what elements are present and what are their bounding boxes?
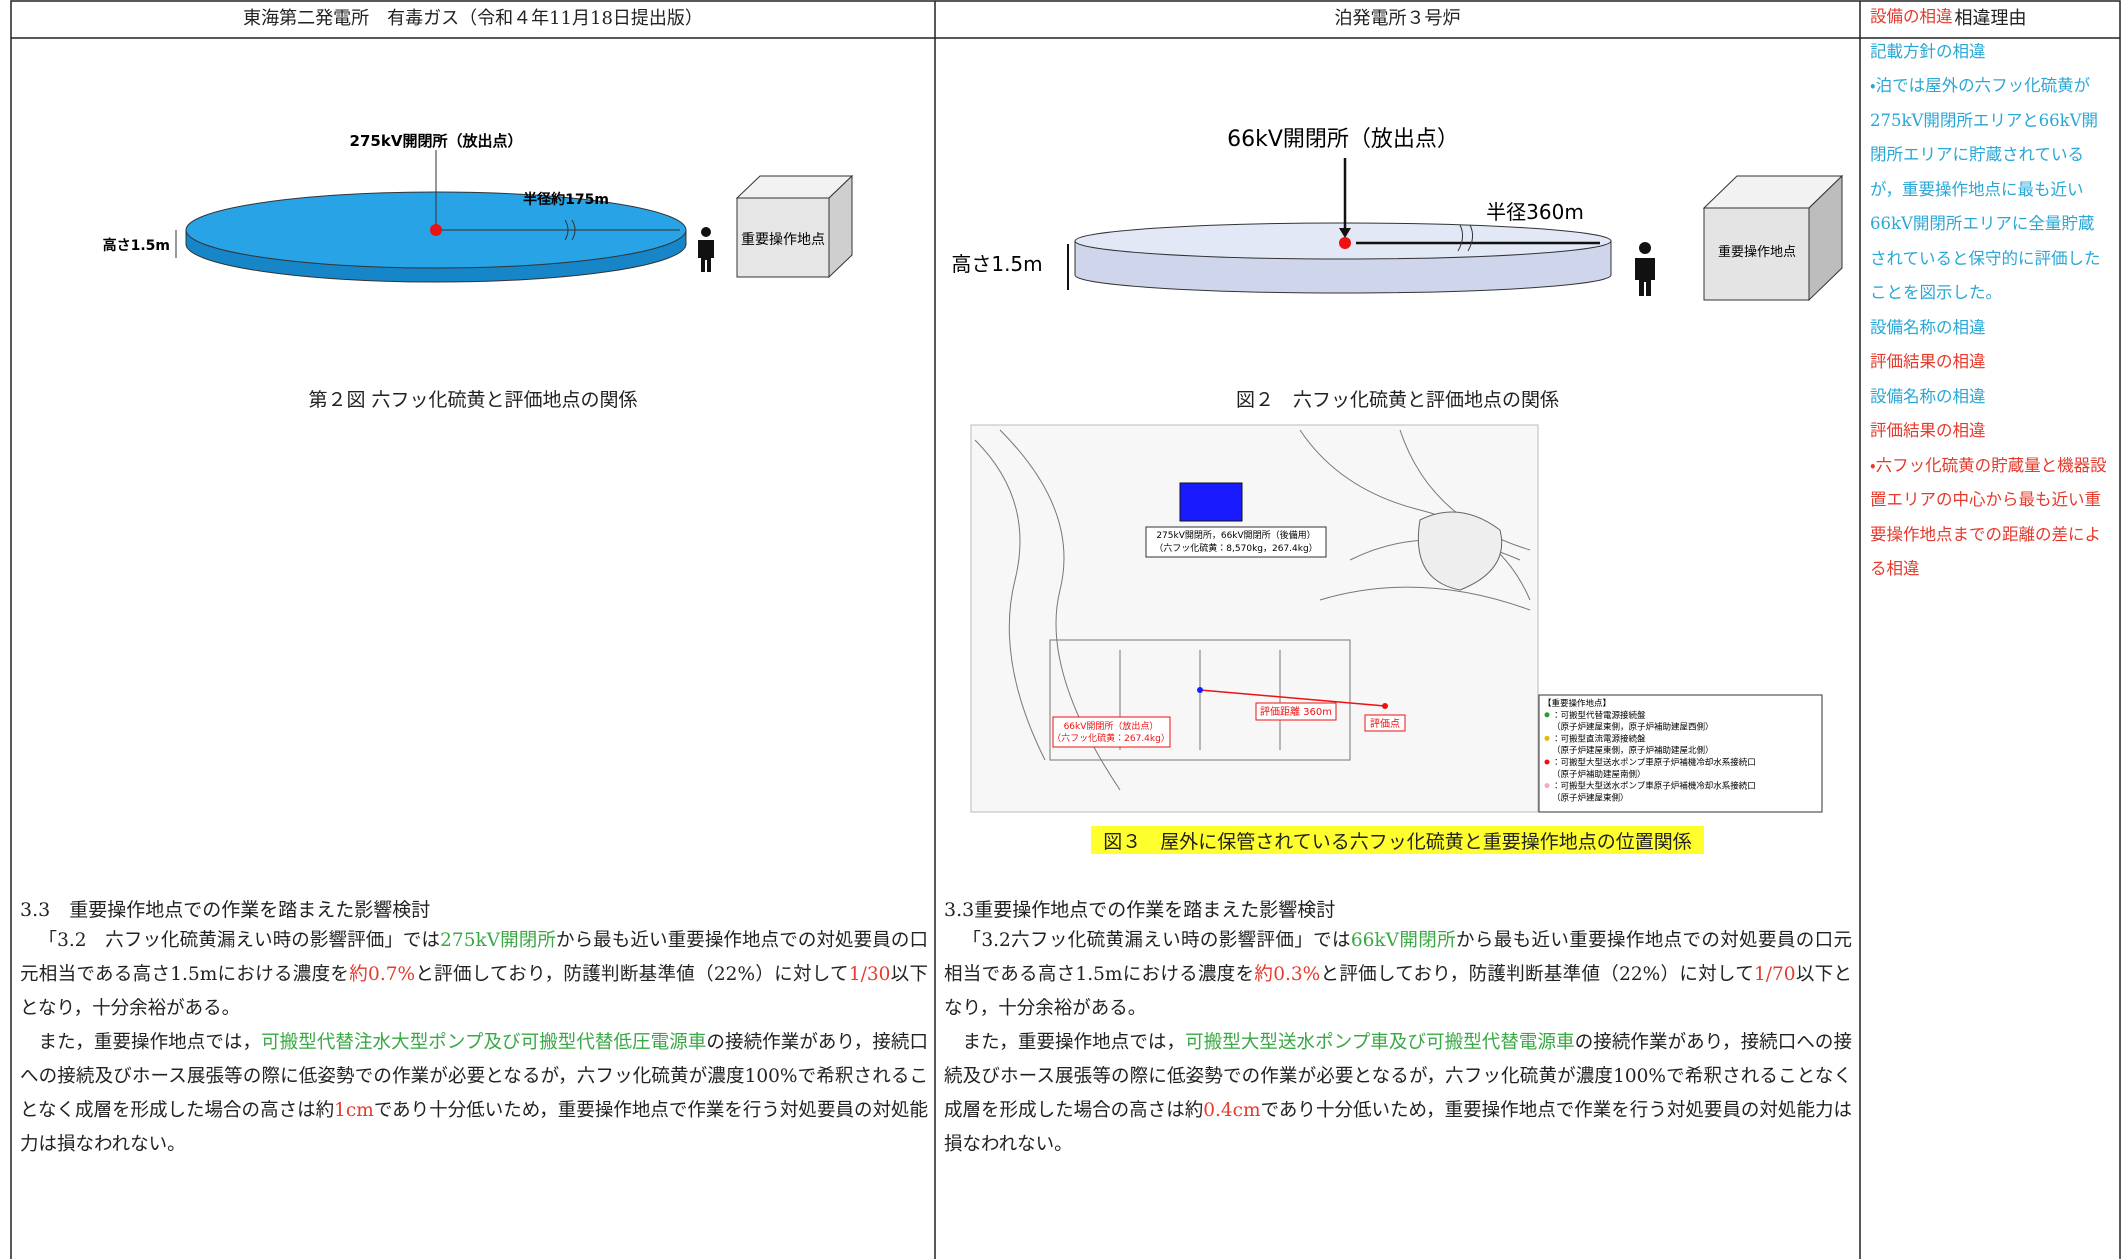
map-label: （六フッ化硫黄：8,570kg，267.4kg）	[1154, 542, 1317, 554]
text-segment: であり十分低いため，重要操作地点で作業を行う対処要員の対処能力は損なわれない。	[944, 1100, 1852, 1155]
middle-diagram: 66kV開閉所（放出点） 半径360m 高さ1.5m 重要操作地点	[951, 127, 1844, 302]
note: 設備名称の相違	[1870, 311, 2110, 346]
text-segment: 以下となり，十分余裕がある。	[944, 964, 1852, 1019]
note: 設備の相違	[1870, 0, 2110, 35]
text-segment: 1/70	[1754, 964, 1796, 985]
note: 設備名称の相違	[1870, 380, 2110, 415]
legend-dot	[1544, 759, 1550, 765]
section-heading: 3.3 重要操作地点での作業を踏まえた影響検討	[20, 899, 431, 921]
box-label: 重要操作地点	[1718, 244, 1796, 260]
paragraph: 「3.2 六フッ化硫黄漏えい時の影響評価」では275kV開閉所から最も近い重要操…	[20, 924, 928, 1026]
note: 記載方針の相違・泊では屋外の六フッ化硫黄が275kV開閉所エリアと66kV開閉所…	[1870, 35, 2110, 311]
map-label: 評価距離 360m	[1260, 705, 1332, 718]
map-label: （六フッ化硫黄：267.4kg）	[1052, 732, 1170, 744]
left-body: 「3.2 六フッ化硫黄漏えい時の影響評価」では275kV開閉所から最も近い重要操…	[20, 924, 928, 1162]
header-cell: 相違理由	[1954, 8, 2027, 29]
text-segment: 1cm	[334, 1100, 374, 1121]
table-border	[10, 0, 2121, 1259]
legend-dot	[1544, 783, 1550, 789]
left-diagram: 275kV開閉所（放出点） 半径約175m 高さ1.5m 重要操作地点	[103, 132, 854, 283]
text-segment: 「3.2六フッ化硫黄漏えい時の影響評価」では	[962, 930, 1351, 951]
paragraph: また，重要操作地点では，可搬型代替注水大型ポンプ及び可搬型代替低圧電源車の接続作…	[20, 1026, 928, 1162]
section-heading: 3.3重要操作地点での作業を踏まえた影響検討	[944, 899, 1336, 921]
note-text: 設備名称の相違	[1870, 386, 1986, 406]
text-segment: 可搬型代替注水大型ポンプ及び可搬型代替低圧電源車	[261, 1032, 707, 1053]
text-segment: 0.4cm	[1203, 1100, 1261, 1121]
legend-dot	[1544, 712, 1550, 718]
text-segment: 可搬型大型送水ポンプ車及び可搬型代替電源車	[1185, 1032, 1575, 1053]
text-segment: また，重要操作地点では，	[38, 1032, 262, 1053]
legend-text: （原子炉建屋東側，原子炉補助建屋西側）	[1552, 722, 1714, 733]
text-segment: と評価しており，防護判断基準値（22%）に対して	[415, 964, 849, 985]
height-label: 高さ1.5m	[103, 237, 170, 254]
text-segment: 約0.7%	[349, 964, 416, 985]
figure-caption: 第２図 六フッ化硫黄と評価地点の関係	[308, 389, 638, 411]
text-segment: の接続作業があり，接続口への接続及びホース展張等の際に低姿勢での作業が必要となる…	[20, 1032, 928, 1121]
radius-label: 半径360m	[1486, 200, 1584, 224]
map-label: 評価点	[1370, 717, 1400, 730]
height-label: 高さ1.5m	[951, 252, 1042, 276]
legend-text: 【重要操作地点】	[1543, 698, 1611, 709]
note-text: 記載方針の相違	[1870, 41, 1986, 61]
paragraph: 「3.2六フッ化硫黄漏えい時の影響評価」では66kV開閉所から最も近い重要操作地…	[944, 924, 1852, 1026]
note-text: 設備名称の相違	[1870, 317, 1986, 337]
text-segment: であり十分低いため，重要操作地点で作業を行う対処要員の対処能力は損なわれない。	[20, 1100, 928, 1155]
legend-text: （原子炉建屋東側，原子炉補助建屋北側）	[1552, 745, 1714, 756]
note-text: 評価結果の相違	[1870, 352, 1986, 371]
note-text: ・六フッ化硫黄の貯蔵量と機器設置エリアの中心から最も近い重要操作地点までの距離の…	[1870, 455, 2107, 579]
figure-caption: 図３ 屋外に保管されている六フッ化硫黄と重要操作地点の位置関係	[1103, 831, 1692, 853]
legend-text: ：可搬型大型送水ポンプ車原子炉補機冷却水系接続口	[1552, 757, 1756, 768]
text-segment: 「3.2 六フッ化硫黄漏えい時の影響評価」では	[38, 930, 441, 951]
legend-text: ：可搬型直流電源接続盤	[1552, 733, 1646, 744]
paragraph: また，重要操作地点では，可搬型大型送水ポンプ車及び可搬型代替電源車の接続作業があ…	[944, 1026, 1852, 1162]
map-label: 275kV開閉所，66kV開閉所（後備用）	[1156, 529, 1315, 541]
note-text: 評価結果の相違	[1870, 421, 1986, 440]
note: 評価結果の相違・六フッ化硫黄の貯蔵量と機器設置エリアの中心から最も近い重要操作地…	[1870, 414, 2110, 587]
legend-dot	[1544, 735, 1550, 741]
notes: 設備の相違記載方針の相違・泊では屋外の六フッ化硫黄が275kV開閉所エリアと66…	[1870, 0, 2110, 1259]
header-cell: 泊発電所３号炉	[1334, 8, 1461, 29]
site-map: 275kV開閉所，66kV開閉所（後備用） （六フッ化硫黄：8,570kg，26…	[970, 424, 1823, 813]
text-segment: と評価しており，防護判断基準値（22%）に対して	[1320, 964, 1755, 985]
figure-caption: 図２ 六フッ化硫黄と評価地点の関係	[1235, 389, 1559, 411]
text-segment: 66kV開閉所	[1350, 930, 1456, 951]
map-legend: 【重要操作地点】：可搬型代替電源接続盤（原子炉建屋東側，原子炉補助建屋西側）：可…	[1543, 698, 1756, 803]
text-segment: 275kV開閉所	[440, 930, 556, 951]
middle-body: 「3.2六フッ化硫黄漏えい時の影響評価」では66kV開閉所から最も近い重要操作地…	[944, 924, 1852, 1162]
box-label: 重要操作地点	[741, 232, 825, 248]
map-label: 66kV開閉所（放出点）	[1064, 720, 1159, 732]
note-text: 設備の相違	[1870, 7, 1953, 26]
text-segment: から最も近い重要操作地点での対処要員の口元相当である高さ1.5mにおける濃度を	[20, 930, 928, 985]
text-segment: から最も近い重要操作地点での対処要員の口元相当である高さ1.5mにおける濃度を	[944, 930, 1852, 985]
legend-text: ：可搬型代替電源接続盤	[1552, 710, 1646, 721]
legend-text: （原子炉補助建屋南側）	[1552, 769, 1646, 780]
radius-label: 半径約175m	[523, 191, 609, 208]
caption-highlight	[1091, 826, 1704, 854]
text-segment: 約0.3%	[1254, 964, 1321, 985]
text-segment: の接続作業があり，接続口への接続及びホース展張等の際に低姿勢での作業が必要となる…	[944, 1032, 1852, 1121]
text-segment: 1/30	[848, 964, 891, 985]
note: 評価結果の相違	[1870, 345, 2110, 380]
text-segment: 以下となり，十分余裕がある。	[20, 964, 928, 1019]
release-label: 66kV開閉所（放出点）	[1227, 127, 1459, 152]
release-label: 275kV開閉所（放出点）	[350, 132, 523, 150]
legend-text: ：可搬型大型送水ポンプ車原子炉補機冷却水系接続口	[1552, 781, 1756, 792]
legend-text: （原子炉建屋東側）	[1552, 792, 1629, 803]
header-cell: 東海第二発電所 有毒ガス（令和４年11月18日提出版）	[243, 8, 703, 29]
note-text: ・泊では屋外の六フッ化硫黄が275kV開閉所エリアと66kV開閉所エリアに貯蔵さ…	[1870, 76, 2101, 302]
text-segment: また，重要操作地点では，	[962, 1032, 1186, 1053]
